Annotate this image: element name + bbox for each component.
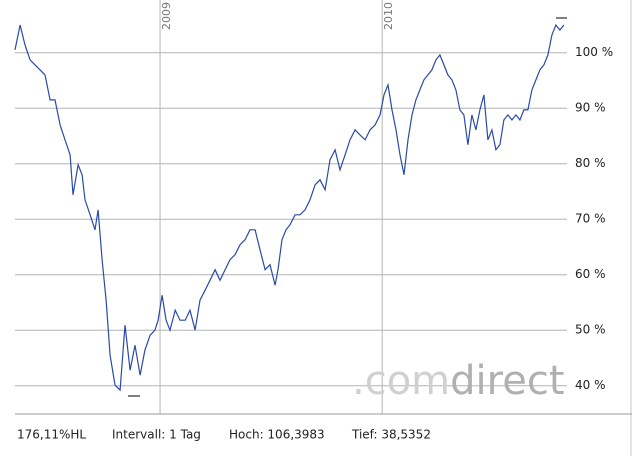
y-tick-label: 90 %: [575, 101, 606, 115]
footer-text: Intervall: 1 Tag: [112, 428, 201, 442]
x-tick-label: 2009: [160, 2, 173, 30]
y-tick-label: 60 %: [575, 267, 606, 281]
y-tick-label: 70 %: [575, 212, 606, 226]
y-tick-label: 80 %: [575, 156, 606, 170]
footer-text: Hoch: 106,3983: [229, 428, 325, 442]
footer-text: 176,11%HL: [17, 428, 86, 442]
y-tick-label: 100 %: [575, 45, 613, 59]
watermark-direct: direct: [450, 358, 564, 404]
y-tick-label: 50 %: [575, 323, 606, 337]
watermark-dot-com: .com: [352, 358, 450, 404]
y-tick-label: 40 %: [575, 378, 606, 392]
footer-text: Tief: 38,5352: [351, 428, 431, 442]
x-tick-label: 2010: [382, 2, 395, 30]
watermark: .comdirect: [352, 358, 565, 404]
price-line: [14, 23, 565, 392]
